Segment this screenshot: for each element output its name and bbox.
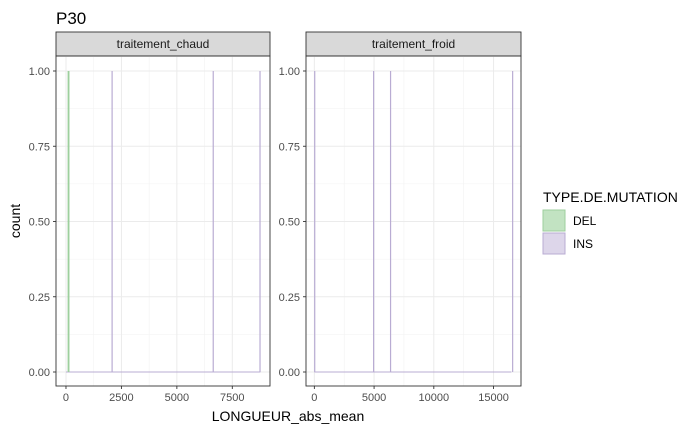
bar-ins [373,71,375,372]
strip-label-traitement-froid: traitement_froid [372,37,455,51]
bar-ins [512,71,514,372]
y-axis-ticks: 0.00 0.25 0.50 0.75 1.00 [29,66,56,379]
legend-entries: DEL INS [542,209,597,255]
y-tick-label: 0.50 [279,217,300,229]
panel-grid [56,56,270,386]
x-axis-ticks: 0 5000 10000 15000 [311,386,509,404]
bar-ins [389,71,392,372]
legend-key-del [542,209,566,232]
panel-border [305,55,522,387]
bar-ins [212,71,214,372]
x-tick-label: 5000 [165,392,189,404]
x-tick-label: 0 [63,392,69,404]
bar-del [67,71,69,372]
x-tick-label: 7500 [220,392,244,404]
y-tick-label: 0.50 [29,217,50,229]
bar-del [68,71,70,372]
y-tick-label: 0.00 [279,367,300,379]
bar-ins [111,71,113,372]
bar-ins [259,71,261,372]
x-tick-label: 5000 [362,392,386,404]
chart-title: P30 [56,9,86,28]
x-tick-label: 0 [311,392,317,404]
legend-label-ins: INS [573,237,593,251]
bar-ins [314,71,316,372]
x-tick-label: 2500 [109,392,133,404]
x-tick-label: 10000 [419,392,450,404]
y-tick-label: 0.25 [279,292,300,304]
y-axis-title: count [7,204,23,238]
legend-key-ins [542,232,566,255]
y-axis-ticks: 0.00 0.25 0.50 0.75 1.00 [279,66,306,379]
panel-grid [306,56,521,386]
legend-title: TYPE.DE.MUTATION [543,189,678,205]
panel-traitement-froid: traitement_froid 0.00 0.25 0.50 0.75 1.00 0 5… [279,31,522,404]
panel-bars [314,71,514,373]
y-tick-label: 1.00 [279,66,300,78]
panel-bars [65,71,261,373]
panel-border [55,55,271,387]
strip-traitement-chaud [55,31,271,57]
y-tick-label: 0.25 [29,292,50,304]
strip-label-traitement-chaud: traitement_chaud [117,37,210,51]
strip-traitement-froid [305,31,522,57]
panel-traitement-chaud: traitement_chaud 0.00 0.25 0.50 0.75 1.00 0 2… [29,31,271,404]
y-tick-label: 0.75 [279,141,300,153]
y-tick-label: 1.00 [29,66,50,78]
x-tick-label: 15000 [478,392,509,404]
x-axis-ticks: 0 2500 5000 7500 [63,386,245,404]
y-tick-label: 0.75 [29,141,50,153]
legend-label-del: DEL [573,214,597,228]
legend: TYPE.DE.MUTATION DEL INS [542,189,678,255]
x-axis-title: LONGUEUR_abs_mean [212,408,365,424]
y-tick-label: 0.00 [29,367,50,379]
